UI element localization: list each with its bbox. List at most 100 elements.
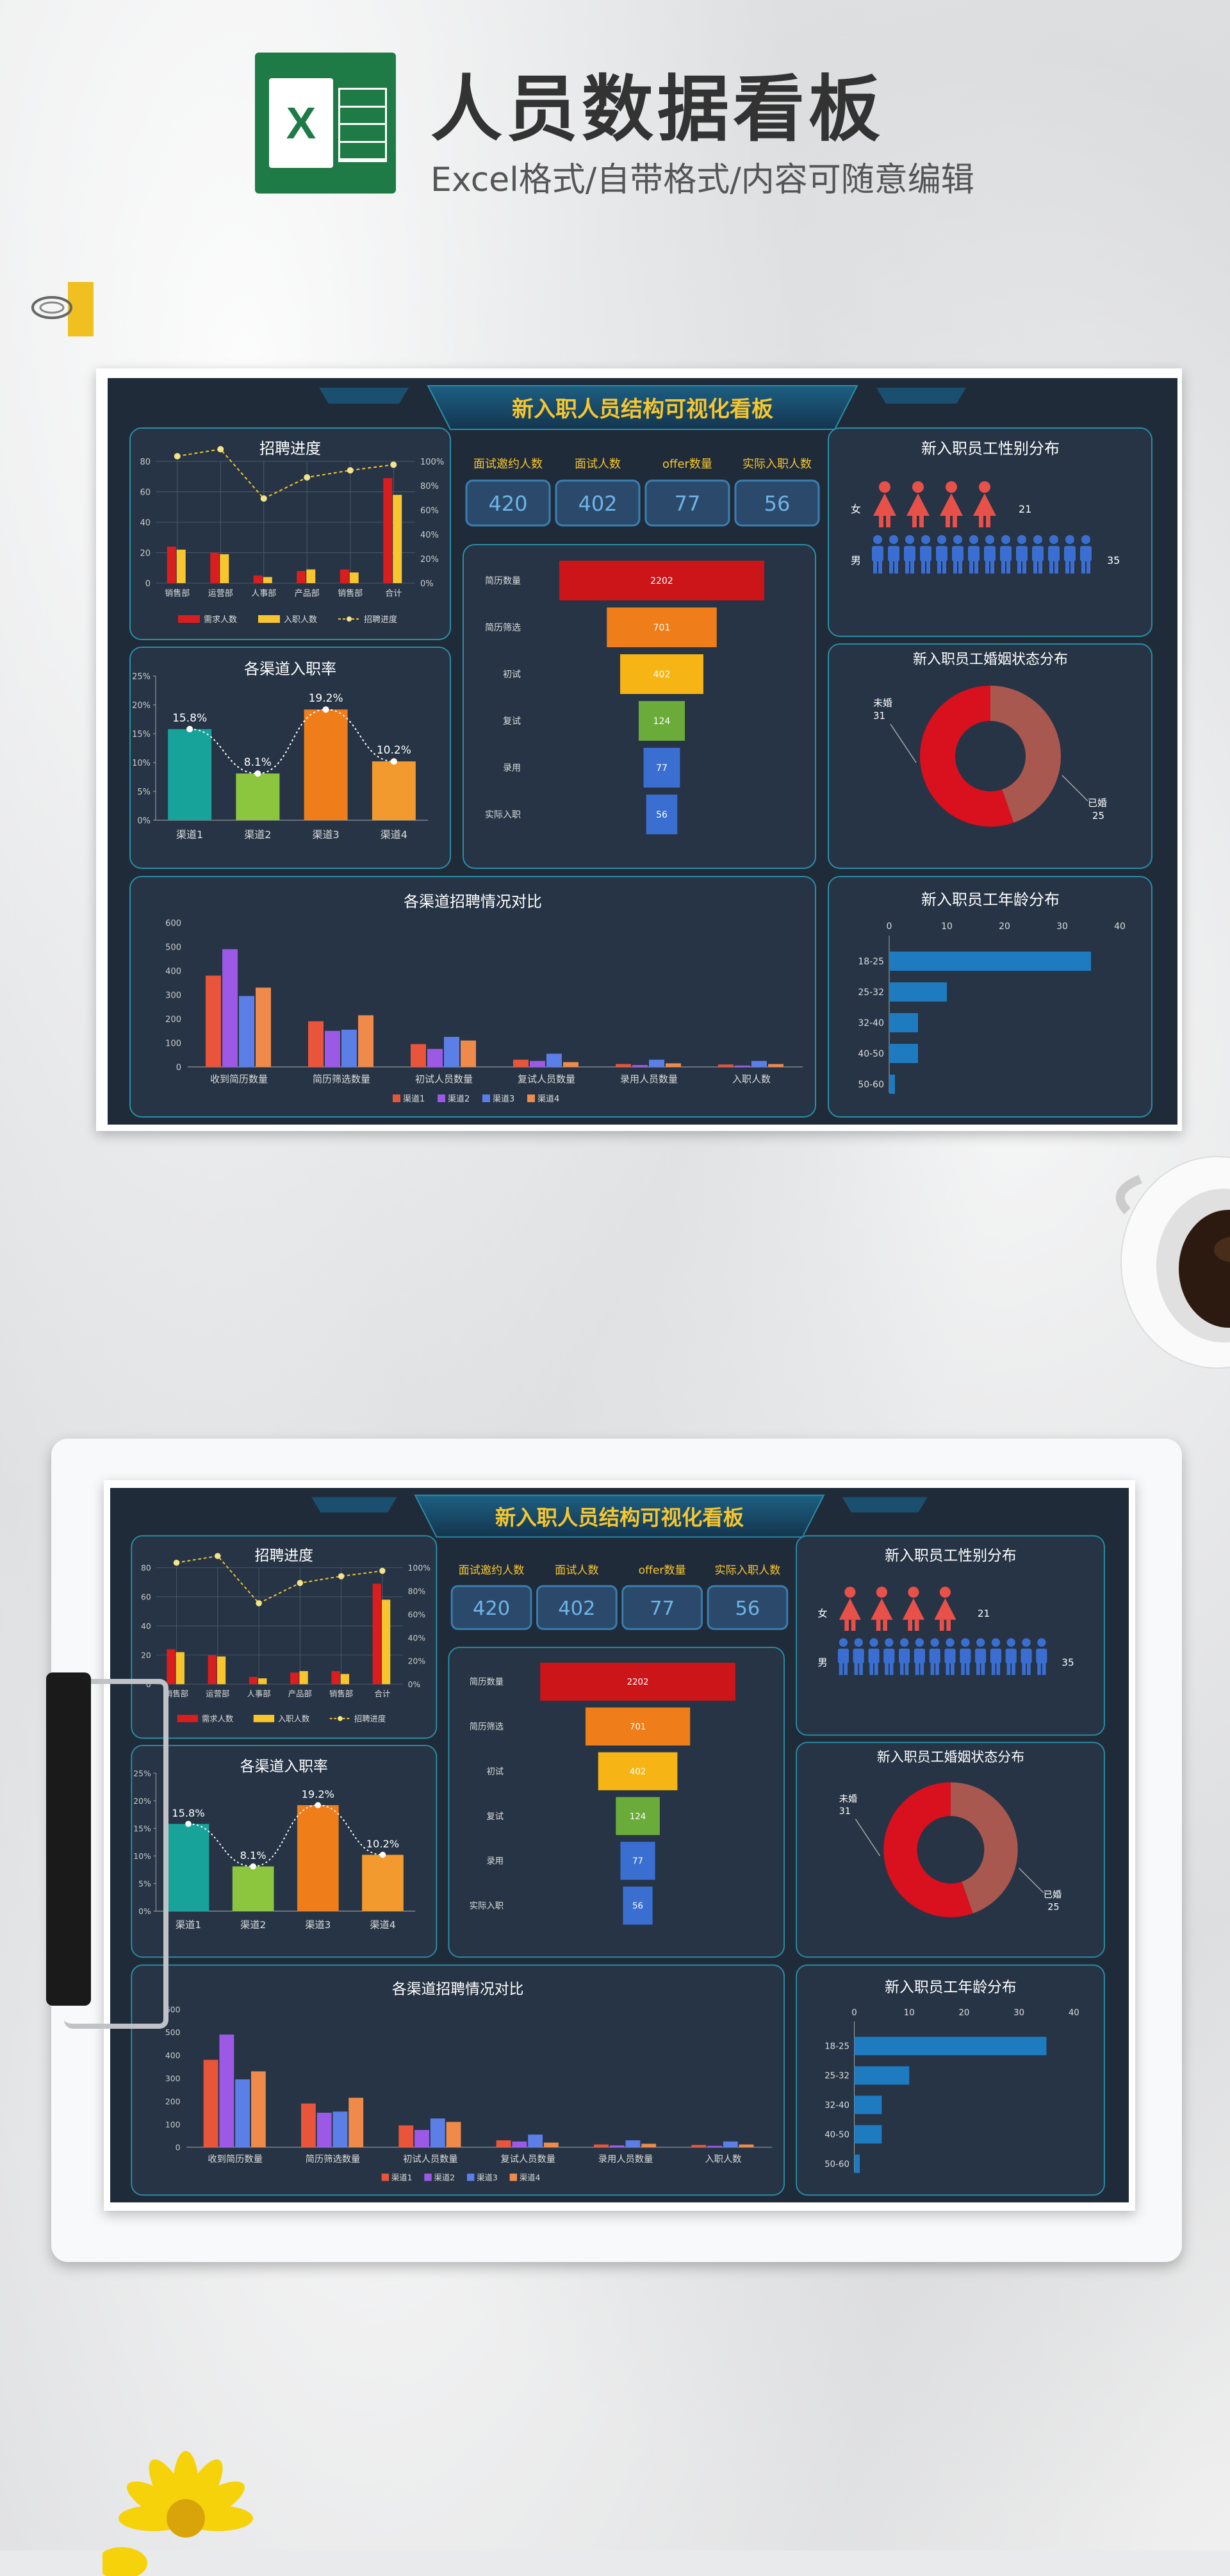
y-tick-label: 20% [132, 701, 151, 711]
female-person-icon [844, 1619, 849, 1631]
marital-married-leader [1019, 1867, 1044, 1894]
kpi-group: 面试邀约人数 420 面试人数 402 offer数量 77 实际入职人数 56 [450, 1564, 789, 1630]
data-label: 15.8% [172, 712, 207, 725]
marital-title: 新入职员工婚姻状态分布 [877, 1749, 1024, 1765]
legend-swatch [347, 616, 352, 622]
male-person-icon [953, 535, 962, 544]
male-person-icon [874, 1662, 878, 1675]
bar [414, 2129, 429, 2147]
male-person-icon [883, 1648, 895, 1664]
male-person-icon [904, 546, 915, 561]
dashboard-title: 新入职人员结构可视化看板 [512, 397, 773, 422]
male-person-icon [873, 561, 877, 574]
bar [340, 1674, 349, 1685]
legend-swatch [527, 1094, 535, 1102]
flower-icon [102, 2451, 253, 2576]
y-tick-label: 25-32 [824, 2072, 849, 2081]
female-person-icon [912, 516, 917, 527]
header-deco-left [311, 1497, 397, 1513]
kpi-value: 56 [735, 1598, 760, 1620]
kpi-label: 实际入职人数 [742, 458, 812, 471]
bar [167, 547, 176, 583]
male-person-icon [976, 1662, 980, 1675]
male-person-icon [953, 561, 957, 574]
bar [739, 2144, 754, 2147]
funnel-category: 简历筛选 [470, 1721, 504, 1732]
y-tick-label: 80 [140, 458, 151, 467]
funnel-bar [540, 1662, 735, 1701]
kpi-group: 面试邀约人数 420 面试人数 402 offer数量 77 实际入职人数 56 [465, 458, 820, 527]
funnel-category: 简历数量 [485, 575, 521, 586]
bar [649, 1059, 664, 1067]
x-tick-label: 人事部 [247, 1688, 271, 1698]
bar [718, 1064, 734, 1067]
y-tick-label: 10% [133, 1851, 151, 1861]
bar [512, 2141, 527, 2147]
male-person-icon [1070, 561, 1074, 574]
female-person-icon [946, 481, 957, 493]
legend-swatch [381, 2174, 390, 2181]
x-tick-label: 合计 [385, 589, 402, 599]
male-person-icon [1027, 1662, 1031, 1675]
marital-married-value: 25 [1092, 810, 1104, 822]
male-person-icon [990, 561, 994, 574]
y-tick-label: 50-60 [858, 1080, 884, 1090]
kpi-box [621, 1585, 703, 1630]
y-tick-label: 40-50 [858, 1049, 884, 1059]
male-person-icon [921, 561, 925, 574]
funnel-category: 实际入职 [485, 810, 521, 820]
funnel-category: 简历筛选 [485, 622, 521, 633]
x-tick-label: 运营部 [206, 1688, 229, 1698]
female-person-icon [879, 481, 890, 493]
kpi-label: offer数量 [662, 458, 712, 471]
bar [496, 2140, 511, 2147]
male-person-icon [837, 1648, 849, 1664]
x-tick-label: 初试人员数量 [415, 1073, 473, 1085]
male-person-icon [1081, 561, 1085, 574]
bar [290, 1672, 299, 1685]
x-tick-label: 复试人员数量 [518, 1073, 575, 1085]
legend-label: 渠道3 [477, 2173, 498, 2183]
bar [889, 952, 1091, 971]
rate-point [315, 1802, 322, 1808]
bar [316, 2113, 332, 2147]
x-tick-label: 入职人数 [705, 2154, 741, 2165]
progress-point [260, 495, 267, 502]
funnel-category: 复试 [486, 1811, 504, 1822]
funnel-value: 56 [632, 1902, 643, 1911]
bar [889, 1044, 918, 1063]
bar [297, 571, 306, 583]
progress-point [256, 1600, 262, 1606]
x-tick-label: 40 [1069, 2008, 1079, 2018]
female-person-icon [946, 516, 950, 527]
x-tick-label: 40 [1114, 921, 1126, 932]
y2-tick-label: 40% [408, 1633, 426, 1642]
rate-point [254, 770, 261, 777]
y-tick-label: 200 [165, 1015, 181, 1025]
legend-label: 渠道2 [448, 1094, 470, 1104]
x-tick-label: 录用人员数量 [620, 1073, 678, 1085]
kpi-value: 420 [473, 1598, 510, 1620]
header-deco-right [876, 388, 966, 404]
male-person-icon [1006, 561, 1010, 574]
male-person-icon [873, 535, 882, 544]
bar [331, 1671, 340, 1685]
male-person-icon [1021, 1648, 1032, 1664]
y-tick-label: 18-25 [858, 957, 884, 967]
funnel-value: 402 [630, 1767, 646, 1777]
bar [308, 1021, 324, 1067]
y-tick-label: 25% [132, 672, 151, 682]
female-person-icon [871, 1598, 893, 1620]
kpi-value: 56 [764, 491, 791, 516]
male-person-icon [872, 546, 883, 561]
x-tick-label: 简历筛选数量 [313, 1073, 370, 1085]
funnel-bar [585, 1707, 691, 1746]
male-person-icon [1001, 535, 1010, 544]
bar [543, 2142, 559, 2147]
legend-swatch [177, 1715, 199, 1722]
funnel-category: 初试 [486, 1767, 504, 1777]
kpi-label: 面试邀约人数 [473, 458, 543, 471]
female-person-icon [940, 493, 963, 516]
coffee-cup-icon [1115, 1156, 1230, 1369]
marital-single-label: 未婚 [839, 1794, 858, 1804]
